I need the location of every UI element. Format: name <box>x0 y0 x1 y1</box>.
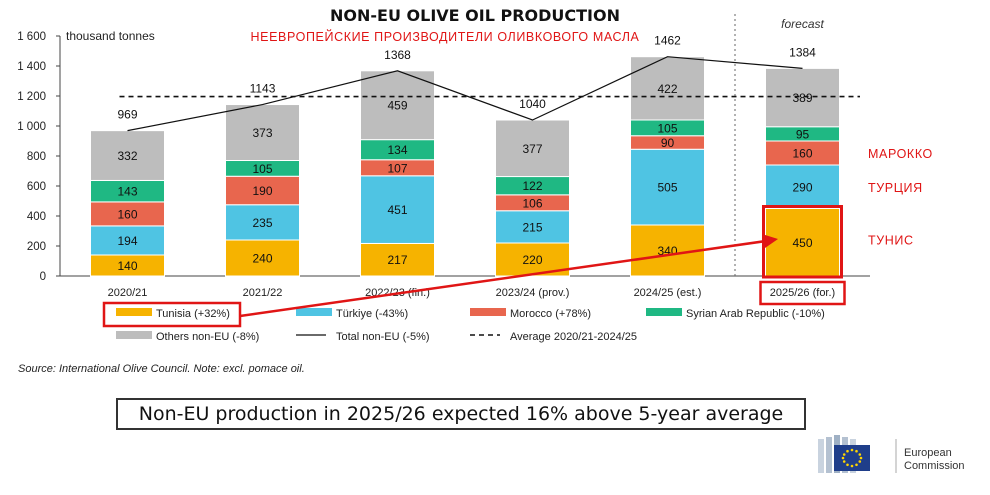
ec-logo-line1: European <box>904 447 952 459</box>
european-commission-logo <box>818 435 897 473</box>
y-tick-label: 1 000 <box>17 121 46 133</box>
chart: NON-EU OLIVE OIL PRODUCTION НЕЕВРОПЕЙСКИЕ… <box>17 6 933 343</box>
x-tick-label: 2025/26 (for.) <box>770 287 835 299</box>
y-tick-label: 800 <box>27 151 46 163</box>
bar-value-label: 220 <box>522 253 542 267</box>
total-label: 969 <box>117 108 137 122</box>
forecast-label: forecast <box>781 17 824 31</box>
turkey-annotation: ТУРЦИЯ <box>868 181 923 195</box>
red-arrow-line <box>239 239 767 318</box>
bar-segment <box>360 70 435 141</box>
legend-label: Average 2020/21-2024/25 <box>510 331 637 343</box>
legend-label: Total non-EU (-5%) <box>336 331 430 343</box>
bar-value-label: 373 <box>252 126 272 140</box>
legend-label: Tunisia (+32%) <box>156 308 230 320</box>
bar-value-label: 377 <box>522 142 542 156</box>
bar-value-label: 451 <box>387 203 407 217</box>
legend-swatch <box>296 308 332 316</box>
caption-text: Non-EU production in 2025/26 expected 16… <box>138 403 784 425</box>
y-tick-label: 200 <box>27 241 46 253</box>
tunisia-annotation: ТУНИС <box>868 233 914 247</box>
bar-value-label: 122 <box>522 179 542 193</box>
bar-segment <box>495 242 570 277</box>
bar-value-label: 215 <box>522 220 542 234</box>
ec-logo-text: European Commission <box>904 447 965 473</box>
bar-value-label: 160 <box>792 147 812 161</box>
legend-label: Morocco (+78%) <box>510 308 591 320</box>
bar-segment <box>765 67 840 128</box>
bar-segment <box>90 201 165 227</box>
bar-value-label: 90 <box>661 136 675 150</box>
bar-value-label: 140 <box>117 259 137 273</box>
bar-value-label: 505 <box>657 181 677 195</box>
y-tick-label: 600 <box>27 181 46 193</box>
bar-value-label: 389 <box>792 91 812 105</box>
x-tick-label: 2023/24 (prov.) <box>496 287 570 299</box>
caption-box: Non-EU production in 2025/26 expected 16… <box>116 398 806 430</box>
chart-title: NON-EU OLIVE OIL PRODUCTION <box>330 6 620 25</box>
y-tick-label: 1 200 <box>17 91 46 103</box>
y-tick-label: 1 600 <box>17 31 46 43</box>
bar-value-label: 107 <box>387 161 407 175</box>
tunisia-legend-highlight-box <box>102 301 242 328</box>
russian-title-annotation: НЕЕВРОПЕЙСКИЕ ПРОИЗВОДИТЕЛИ ОЛИВКОВОГО М… <box>251 29 640 44</box>
bar-value-label: 106 <box>522 196 542 210</box>
bar-value-label: 332 <box>117 149 137 163</box>
red-arrow-head <box>762 234 778 248</box>
total-label: 1462 <box>654 34 681 48</box>
legend-label: Türkiye (-43%) <box>336 308 408 320</box>
total-line <box>127 56 803 132</box>
x-tick-label: 2021/22 <box>243 287 283 299</box>
bar-value-label: 217 <box>387 253 407 267</box>
bar-value-label: 190 <box>252 184 272 198</box>
legend-swatch <box>646 308 682 316</box>
bar-segment <box>630 56 705 121</box>
bar-segment <box>225 239 300 277</box>
bar-segment <box>225 204 300 241</box>
bar-value-label: 134 <box>387 143 407 157</box>
y-tick-label: 1 400 <box>17 61 46 73</box>
bar-value-label: 105 <box>252 162 272 176</box>
ec-logo-line2: Commission <box>904 460 965 472</box>
bar-value-label: 105 <box>657 121 677 135</box>
legend-swatch <box>116 308 152 316</box>
bar-value-label: 450 <box>792 236 812 250</box>
bar-value-label: 160 <box>117 207 137 221</box>
bar-value-label: 290 <box>792 180 812 194</box>
bar-value-label: 422 <box>657 82 677 96</box>
source-note: Source: International Olive Council. Not… <box>18 363 305 375</box>
bar-segment <box>90 130 165 181</box>
y-tick-label: 400 <box>27 211 46 223</box>
total-label: 1143 <box>250 82 276 96</box>
legend-label: Others non-EU (-8%) <box>156 331 259 343</box>
bar-segment <box>360 175 435 244</box>
bar-value-label: 240 <box>252 252 272 266</box>
bar-segment <box>360 242 435 277</box>
bar-segment <box>495 210 570 244</box>
bar-segment <box>630 148 705 226</box>
forecast-category-highlight-box <box>759 280 846 306</box>
x-tick-label: 2020/21 <box>108 287 148 299</box>
bar-value-label: 459 <box>387 99 407 113</box>
bar-value-label: 143 <box>117 185 137 199</box>
legend-swatch <box>116 331 152 339</box>
legend-swatch <box>470 308 506 316</box>
bar-segment <box>495 119 570 178</box>
total-label: 1384 <box>789 45 816 59</box>
bar-value-label: 235 <box>252 216 272 230</box>
bar-value-label: 194 <box>117 234 137 248</box>
eu-stars-icon <box>841 448 863 468</box>
bar-segment <box>225 175 300 206</box>
total-label: 1040 <box>519 97 546 111</box>
y-axis-label: thousand tonnes <box>66 29 155 43</box>
bar-segment <box>225 104 300 162</box>
bar-value-label: 95 <box>796 127 810 141</box>
total-label: 1368 <box>384 48 411 62</box>
x-tick-label: 2024/25 (est.) <box>634 287 702 299</box>
y-tick-label: 0 <box>40 271 46 283</box>
morocco-annotation: МАРОККО <box>868 147 933 161</box>
legend-label: Syrian Arab Republic (-10%) <box>686 308 825 320</box>
